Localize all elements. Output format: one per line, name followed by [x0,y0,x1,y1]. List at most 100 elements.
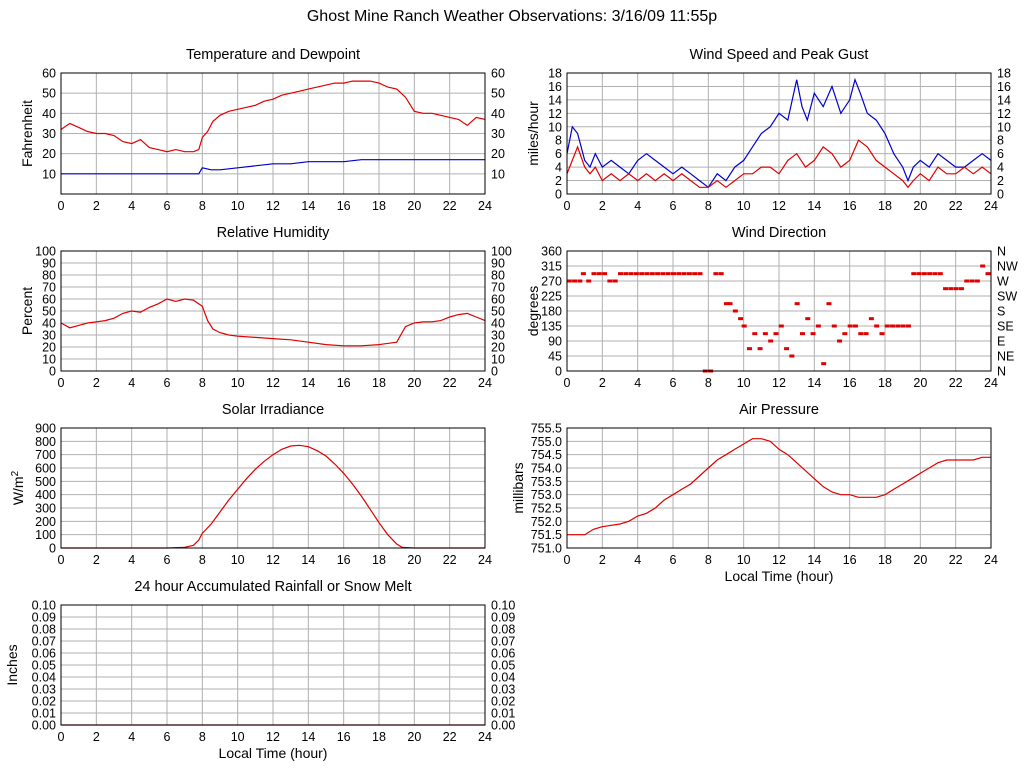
data-point [916,272,922,276]
x-tick-label: 4 [634,199,641,213]
x-tick-label: 2 [599,376,606,390]
data-point [718,272,724,276]
x-tick-label: 18 [372,199,386,213]
data-point [969,279,975,283]
x-tick-label: 6 [164,553,171,567]
y-axis-label: millibars [510,462,526,513]
data-point [799,332,805,336]
y2-tick-label: 16 [997,80,1011,94]
x-tick-label: 12 [266,376,280,390]
x-tick-label: 4 [634,553,641,567]
y-axis-label: Fahrenheit [19,100,35,167]
y-tick-label: 752.5 [531,502,562,516]
chart-grid [60,427,486,549]
x-tick-label: 24 [478,199,492,213]
x-tick-label: 14 [807,199,821,213]
y-tick-label: 270 [541,275,562,289]
data-point [602,272,608,276]
x-tick-label: 20 [913,376,927,390]
x-tick-label: 6 [164,376,171,390]
y-tick-label: 0.08 [32,623,56,637]
data-point [757,347,763,351]
chart-grid [60,72,486,194]
x-tick-label: 0 [58,553,65,567]
data-point [566,279,572,283]
y-tick-label: 60 [42,67,56,81]
data-point [784,347,790,351]
x-tick-label: 4 [128,199,135,213]
data-point [868,317,874,321]
y-axis-label: Percent [19,287,35,335]
x-tick-label: 10 [231,553,245,567]
data-point [580,272,586,276]
x-tick-label: 6 [670,199,677,213]
x-tick-label: 2 [93,199,100,213]
x-tick-label: 10 [231,199,245,213]
y2-tick-label: 0.05 [491,659,515,673]
x-tick-label: 22 [949,376,963,390]
y2-tick-label: 60 [491,293,505,307]
data-point [958,287,964,291]
data-point [612,279,618,283]
chart-grid [566,427,992,549]
y-tick-label: 0 [49,365,56,379]
plot-frame [60,427,486,549]
x-tick-label: 2 [599,199,606,213]
data-point [879,332,885,336]
data-point [874,324,880,328]
y-tick-label: 0.06 [32,647,56,661]
y2-tick-label: 20 [491,147,505,161]
chart-grid [60,250,486,372]
y-tick-label: 50 [42,305,56,319]
y-tick-label: 100 [35,245,56,259]
y-tick-label: 753.0 [531,488,562,502]
y-tick-label: 70 [42,281,56,295]
x-tick-label: 22 [443,553,457,567]
data-point [821,362,827,366]
data-point [649,272,655,276]
x-tick-label: 14 [301,376,315,390]
data-point [655,272,661,276]
x-tick-label: 10 [737,553,751,567]
y-tick-label: 751.5 [531,528,562,542]
x-tick-label: 22 [949,199,963,213]
y-tick-label: 315 [541,260,562,274]
plot-frame [60,250,486,372]
x-axis-label: Local Time (hour) [219,745,328,761]
data-point [713,272,719,276]
y2-tick-label: 0 [997,188,1004,202]
y-tick-label: 500 [35,475,56,489]
y-tick-label: 10 [42,353,56,367]
series-line-red [61,444,485,549]
data-point [738,317,744,321]
x-tick-label: 10 [737,199,751,213]
y-tick-label: 40 [42,317,56,331]
x-axis-label: Local Time (hour) [725,568,834,584]
y-tick-label: 100 [35,528,56,542]
data-point [895,324,901,328]
x-tick-label: 24 [984,376,998,390]
data-point [974,279,980,283]
chart-title: 24 hour Accumulated Rainfall or Snow Mel… [134,579,411,595]
chart-title: Wind Speed and Peak Gust [690,47,869,63]
y2-tick-label: 50 [491,305,505,319]
x-tick-label: 14 [301,199,315,213]
y-axis-label: miles/hour [525,101,541,166]
x-tick-label: 2 [93,553,100,567]
data-point [932,272,938,276]
data-point [577,279,583,283]
data-point [847,324,853,328]
x-tick-label: 16 [337,553,351,567]
plot-frame [566,72,992,195]
y-tick-label: 0 [555,188,562,202]
y2-tick-label: 0.10 [491,599,515,613]
y2-tick-label: 18 [997,67,1011,81]
data-point [980,264,986,268]
x-tick-label: 24 [984,199,998,213]
data-point [831,324,837,328]
x-tick-label: 14 [807,553,821,567]
y2-tick-label: S [997,305,1005,319]
y-tick-label: 751.0 [531,542,562,556]
chart-grid [60,604,486,726]
x-tick-label: 4 [128,730,135,744]
